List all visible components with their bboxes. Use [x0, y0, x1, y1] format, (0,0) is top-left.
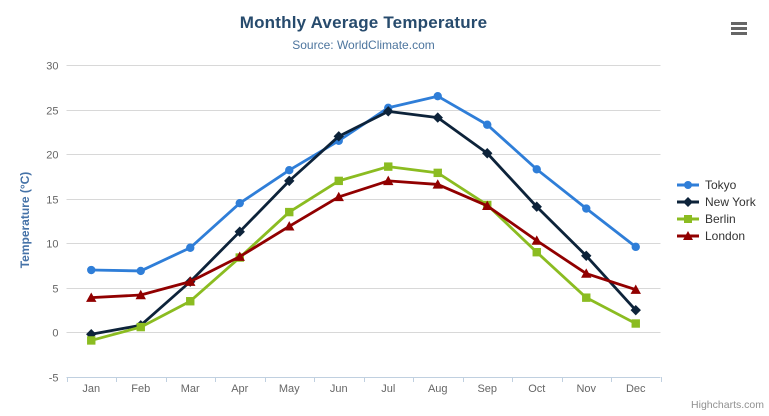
svg-text:Dec: Dec: [626, 383, 646, 395]
highcharts-credit-link[interactable]: Highcharts.com: [691, 399, 764, 411]
legend-item-tokyo[interactable]: Tokyo: [676, 176, 756, 193]
legend-label: London: [705, 228, 746, 243]
svg-text:Jun: Jun: [330, 383, 348, 395]
legend-symbol-icon: [677, 196, 699, 207]
hamburger-icon[interactable]: [729, 20, 749, 37]
svg-text:May: May: [279, 383, 300, 395]
svg-text:Sep: Sep: [477, 383, 497, 395]
svg-text:25: 25: [46, 106, 58, 118]
svg-text:-5: -5: [49, 373, 59, 385]
svg-text:Jan: Jan: [82, 383, 100, 395]
svg-text:10: 10: [46, 239, 58, 251]
svg-text:Apr: Apr: [231, 383, 248, 395]
legend: Tokyo New York Berlin London: [676, 176, 756, 244]
svg-text:Mar: Mar: [181, 383, 200, 395]
svg-text:Jul: Jul: [381, 383, 395, 395]
legend-label: Berlin: [705, 211, 736, 226]
legend-label: New York: [705, 194, 756, 209]
legend-symbol-icon: [677, 214, 699, 223]
svg-text:Feb: Feb: [131, 383, 150, 395]
svg-text:30: 30: [46, 61, 58, 73]
svg-text:15: 15: [46, 195, 58, 207]
legend-symbol-icon: [677, 230, 699, 240]
svg-text:0: 0: [52, 328, 58, 340]
chart-title: Monthly Average Temperature: [239, 13, 488, 32]
svg-text:Aug: Aug: [428, 383, 448, 395]
legend-item-new-york[interactable]: New York: [676, 193, 756, 210]
legend-item-berlin[interactable]: Berlin: [676, 210, 756, 227]
svg-text:Nov: Nov: [576, 383, 596, 395]
legend-item-london[interactable]: London: [676, 227, 756, 244]
svg-text:Oct: Oct: [528, 383, 545, 395]
legend-label: Tokyo: [705, 177, 737, 192]
chart-subtitle: Source: WorldClimate.com: [292, 38, 435, 52]
svg-text:5: 5: [52, 284, 58, 296]
svg-text:20: 20: [46, 150, 58, 162]
legend-symbol-icon: [677, 180, 699, 189]
